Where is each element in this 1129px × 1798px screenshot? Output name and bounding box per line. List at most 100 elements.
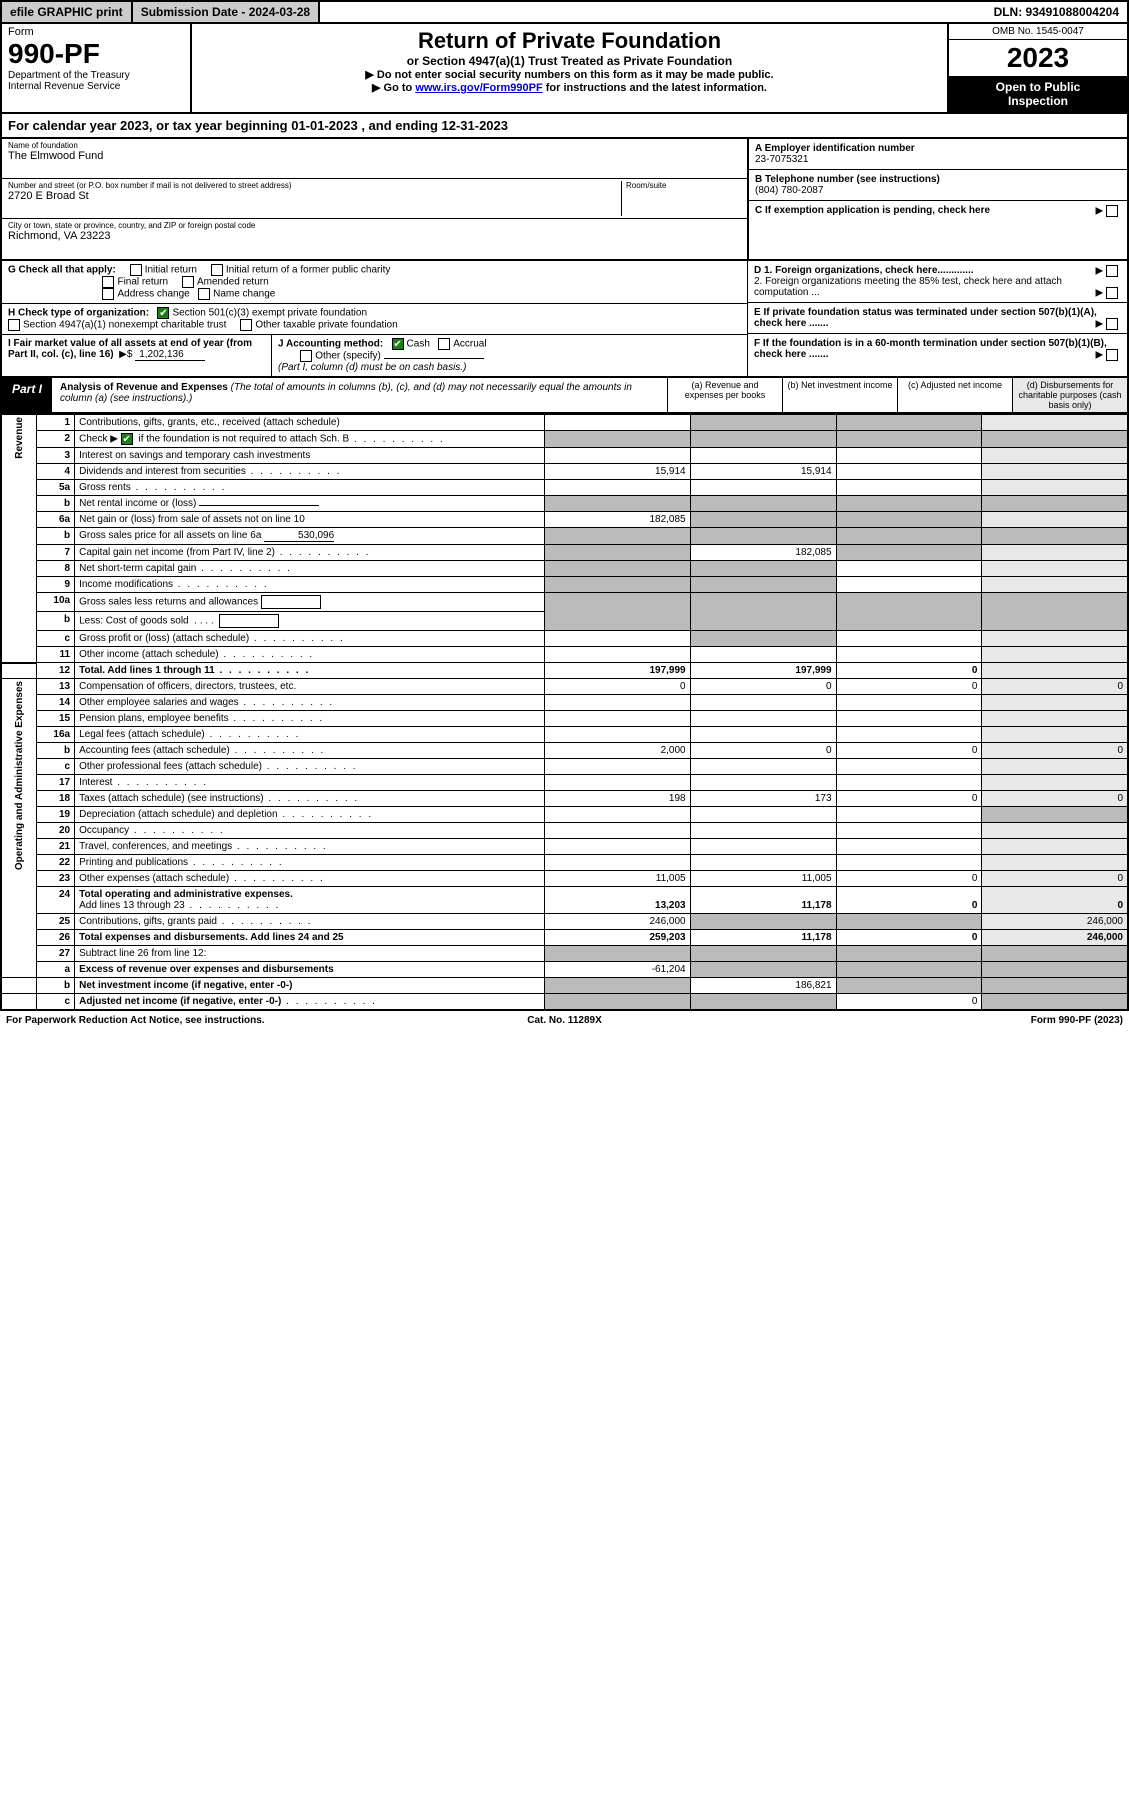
open-public-badge: Open to PublicInspection [949, 76, 1127, 112]
dln-label: DLN: 93491088004204 [986, 2, 1127, 22]
g-row: G Check all that apply: Initial return I… [2, 261, 747, 304]
foundation-info: Name of foundation The Elmwood Fund Numb… [0, 139, 1129, 261]
h-row: H Check type of organization: ✔Section 5… [2, 304, 747, 335]
table-row: 12Total. Add lines 1 through 11197,99919… [1, 663, 1128, 679]
table-row: bNet investment income (if negative, ent… [1, 978, 1128, 994]
table-row: 7Capital gain net income (from Part IV, … [1, 545, 1128, 561]
footer-right: Form 990-PF (2023) [751, 1015, 1123, 1026]
opex-label: Operating and Administrative Expenses [14, 681, 25, 870]
h-4947-check[interactable] [8, 319, 20, 331]
table-row: 14Other employee salaries and wages [1, 695, 1128, 711]
phone-value: (804) 780-2087 [755, 185, 823, 196]
table-row: 8Net short-term capital gain [1, 561, 1128, 577]
room-label: Room/suite [626, 181, 741, 190]
foundation-name: The Elmwood Fund [8, 150, 741, 162]
part1-header: Part I Analysis of Revenue and Expenses … [0, 378, 1129, 414]
irs-link[interactable]: www.irs.gov/Form990PF [415, 82, 542, 94]
col-c-hdr: (c) Adjusted net income [897, 378, 1012, 412]
e-check[interactable] [1106, 318, 1118, 330]
form-note-link: ▶ Go to www.irs.gov/Form990PF for instru… [196, 81, 943, 94]
table-row: 19Depreciation (attach schedule) and dep… [1, 807, 1128, 823]
tax-year: 2023 [949, 40, 1127, 76]
g-amended-check[interactable] [182, 276, 194, 288]
col-b-hdr: (b) Net investment income [782, 378, 897, 412]
table-row: 20Occupancy [1, 823, 1128, 839]
table-row: cAdjusted net income (if negative, enter… [1, 994, 1128, 1011]
part1-label: Part I [2, 378, 52, 412]
ij-row: I Fair market value of all assets at end… [2, 335, 747, 376]
table-row: aExcess of revenue over expenses and dis… [1, 962, 1128, 978]
name-label: Name of foundation [8, 141, 741, 150]
table-row: 21Travel, conferences, and meetings [1, 839, 1128, 855]
efile-print-button[interactable]: efile GRAPHIC print [2, 2, 133, 22]
table-row: 17Interest [1, 775, 1128, 791]
table-row: 11Other income (attach schedule) [1, 647, 1128, 663]
g-final-check[interactable] [102, 276, 114, 288]
h-501c3-check[interactable]: ✔ [157, 307, 169, 319]
h-other-check[interactable] [240, 319, 252, 331]
j-cash-check[interactable]: ✔ [392, 338, 404, 350]
table-row: 15Pension plans, employee benefits [1, 711, 1128, 727]
ein-value: 23-7075321 [755, 154, 808, 165]
table-row: 2 Check ▶ ✔ if the foundation is not req… [1, 431, 1128, 448]
phone-label: B Telephone number (see instructions) [755, 174, 940, 185]
table-row: 24Total operating and administrative exp… [1, 887, 1128, 914]
form-subtitle: or Section 4947(a)(1) Trust Treated as P… [196, 54, 943, 68]
box-d2: 2. Foreign organizations meeting the 85%… [754, 276, 1062, 298]
table-row: 6aNet gain or (loss) from sale of assets… [1, 512, 1128, 528]
g-initial-former-check[interactable] [211, 264, 223, 276]
page-footer: For Paperwork Reduction Act Notice, see … [0, 1011, 1129, 1030]
f-check[interactable] [1106, 349, 1118, 361]
city-label: City or town, state or province, country… [8, 221, 741, 230]
top-bar: efile GRAPHIC print Submission Date - 20… [0, 0, 1129, 24]
box-d1: D 1. Foreign organizations, check here..… [754, 265, 974, 276]
form-label: Form [8, 26, 184, 38]
box-c-label: C If exemption application is pending, c… [755, 205, 990, 216]
form-header: Form 990-PF Department of the Treasury I… [0, 24, 1129, 114]
table-row: 4Dividends and interest from securities1… [1, 464, 1128, 480]
omb-number: OMB No. 1545-0047 [949, 24, 1127, 40]
form-number: 990-PF [8, 38, 184, 70]
j-other-check[interactable] [300, 350, 312, 362]
table-row: Revenue 1 Contributions, gifts, grants, … [1, 415, 1128, 431]
table-row: 16aLegal fees (attach schedule) [1, 727, 1128, 743]
j-accrual-check[interactable] [438, 338, 450, 350]
table-row: cOther professional fees (attach schedul… [1, 759, 1128, 775]
table-row: 22Printing and publications [1, 855, 1128, 871]
submission-date: Submission Date - 2024-03-28 [133, 2, 320, 22]
table-row: 26Total expenses and disbursements. Add … [1, 930, 1128, 946]
addr-label: Number and street (or P.O. box number if… [8, 181, 621, 190]
revenue-label: Revenue [14, 417, 25, 459]
table-row: bGross sales price for all assets on lin… [1, 528, 1128, 545]
footer-left: For Paperwork Reduction Act Notice, see … [6, 1015, 378, 1026]
schb-check[interactable]: ✔ [121, 433, 133, 445]
table-row: 25Contributions, gifts, grants paid246,0… [1, 914, 1128, 930]
g-name-check[interactable] [198, 288, 210, 300]
dept-treasury: Department of the Treasury [8, 70, 184, 81]
col-d-hdr: (d) Disbursements for charitable purpose… [1012, 378, 1127, 412]
d1-check[interactable] [1106, 265, 1118, 277]
table-row: 23Other expenses (attach schedule)11,005… [1, 871, 1128, 887]
footer-mid: Cat. No. 11289X [378, 1015, 750, 1026]
table-row: 27Subtract line 26 from line 12: [1, 946, 1128, 962]
table-row: Operating and Administrative Expenses 13… [1, 679, 1128, 695]
form-title: Return of Private Foundation [196, 28, 943, 54]
city-state-zip: Richmond, VA 23223 [8, 230, 741, 242]
irs-label: Internal Revenue Service [8, 81, 184, 92]
table-row: 10aGross sales less returns and allowanc… [1, 593, 1128, 612]
col-a-hdr: (a) Revenue and expenses per books [667, 378, 782, 412]
check-section: G Check all that apply: Initial return I… [0, 261, 1129, 378]
table-row: 9Income modifications [1, 577, 1128, 593]
g-initial-check[interactable] [130, 264, 142, 276]
box-c-check[interactable] [1106, 205, 1118, 217]
g-addr-check[interactable] [102, 288, 114, 300]
table-row: 3Interest on savings and temporary cash … [1, 448, 1128, 464]
calendar-year-row: For calendar year 2023, or tax year begi… [0, 114, 1129, 139]
table-row: cGross profit or (loss) (attach schedule… [1, 631, 1128, 647]
box-e: E If private foundation status was termi… [754, 307, 1097, 329]
street-address: 2720 E Broad St [8, 190, 621, 202]
form-note-ssn: ▶ Do not enter social security numbers o… [196, 68, 943, 81]
ein-label: A Employer identification number [755, 143, 915, 154]
table-row: 5aGross rents [1, 480, 1128, 496]
d2-check[interactable] [1106, 287, 1118, 299]
